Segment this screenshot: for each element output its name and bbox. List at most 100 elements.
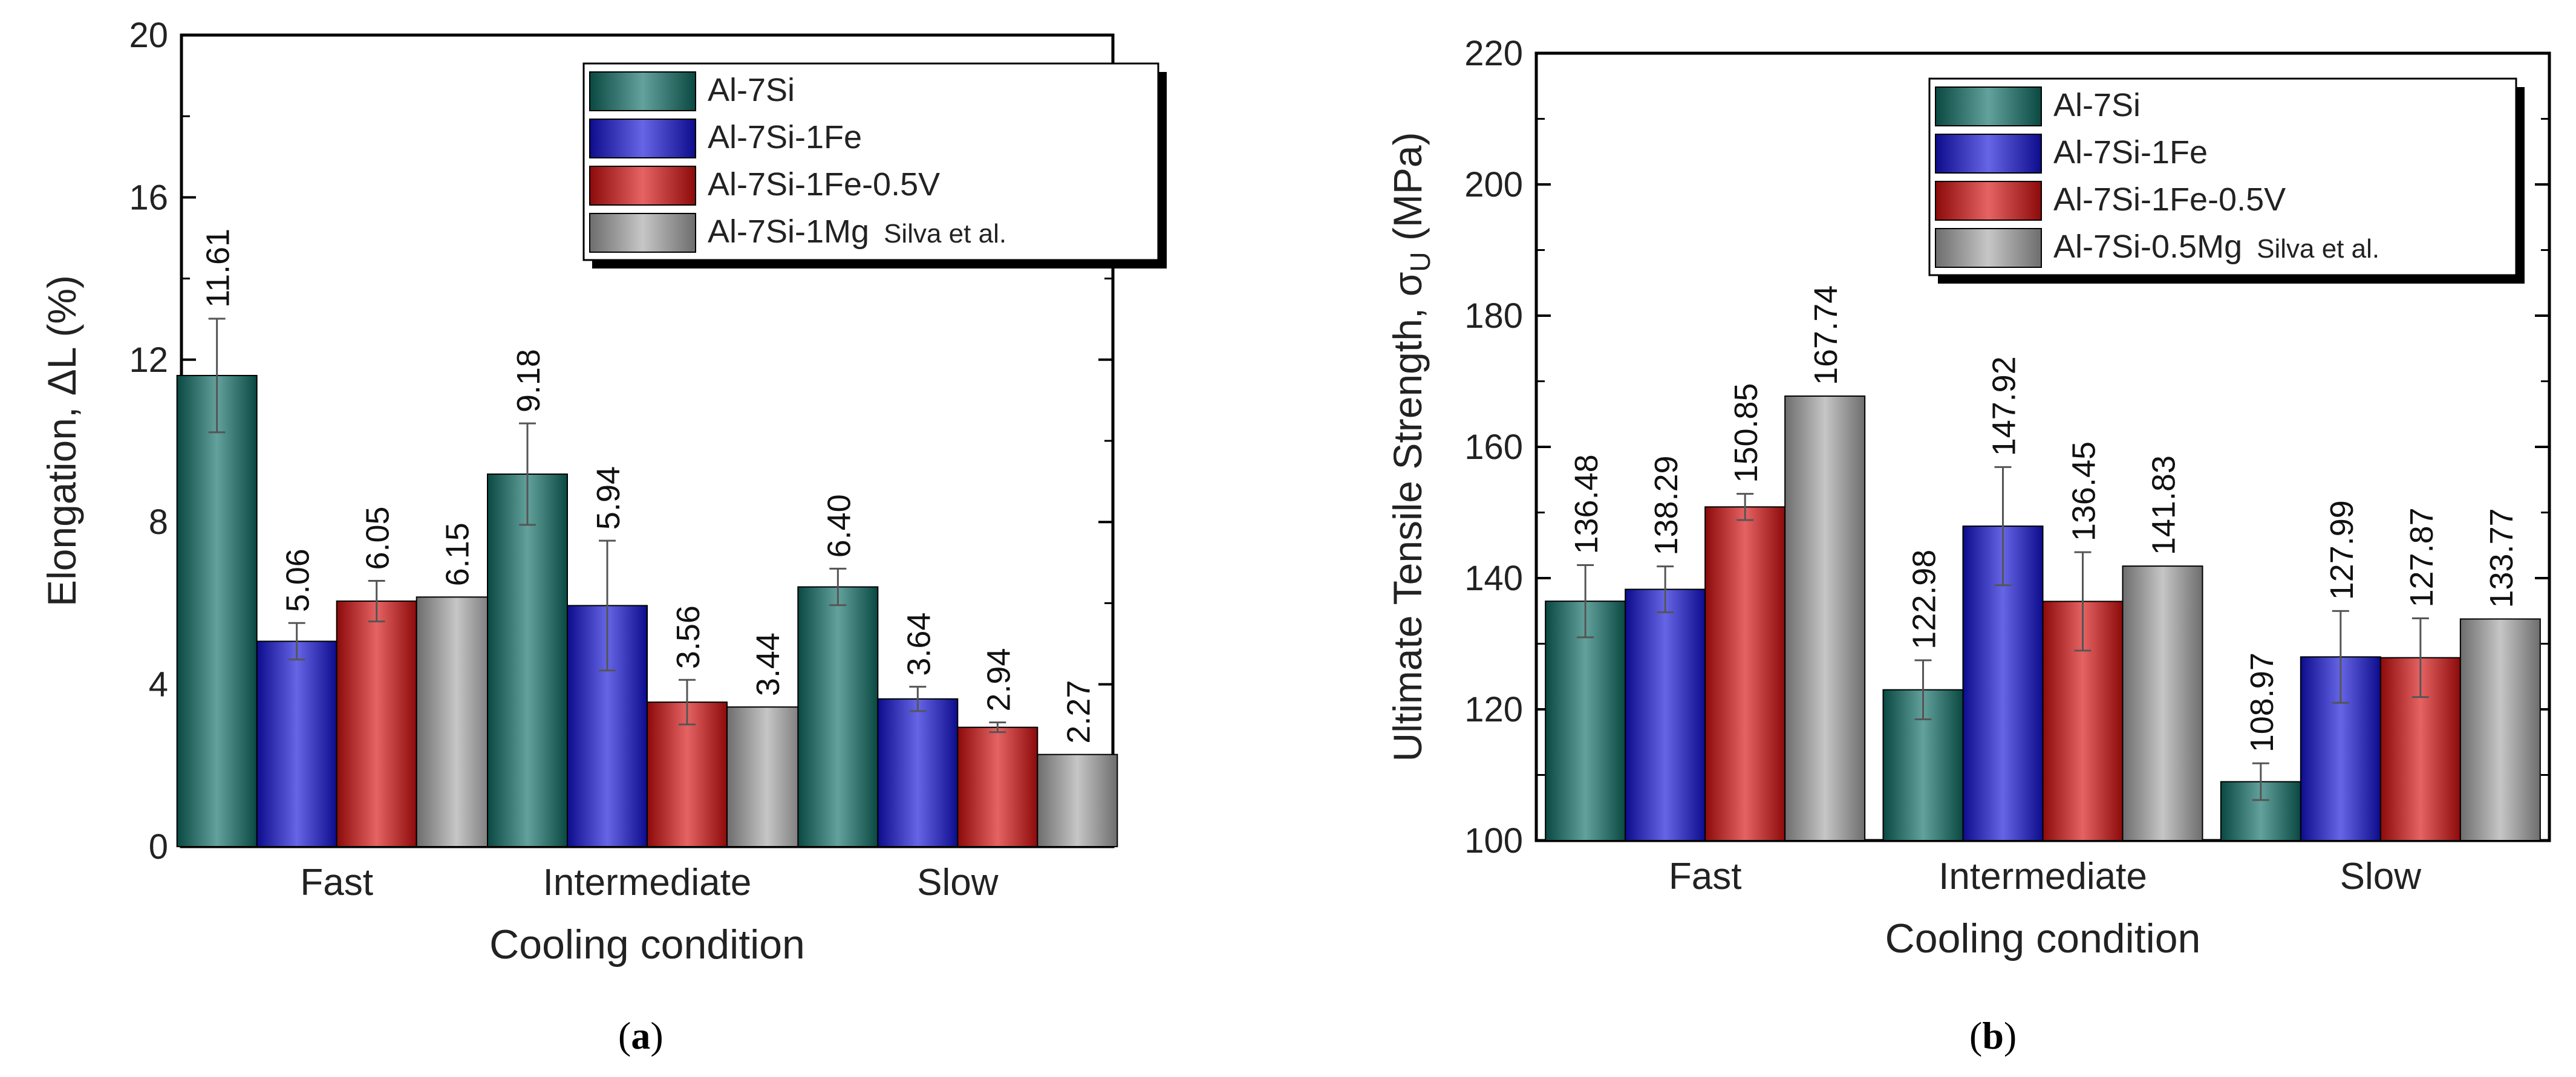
x-axis-title: Cooling condition xyxy=(1885,916,2201,961)
caption-b-open: ( xyxy=(1969,1014,1983,1057)
legend-label-suffix: Silva et al. xyxy=(884,219,1006,249)
x-tick-label: Intermediate xyxy=(543,862,752,903)
data-label: 141.83 xyxy=(2146,455,2182,555)
data-label: 133.77 xyxy=(2483,508,2520,608)
bar xyxy=(957,726,1039,847)
y-axis-title: Ultimate Tensile Strength, σU (MPa) xyxy=(1385,132,1436,761)
data-label: 6.05 xyxy=(360,506,396,570)
bar xyxy=(726,706,807,848)
y-axis-title: Elongation, ΔL (%) xyxy=(39,275,84,607)
caption-a-close: ) xyxy=(650,1014,664,1057)
y-tick-label: 200 xyxy=(1464,165,1523,204)
data-label: 5.94 xyxy=(590,466,627,530)
legend-label: Al-7Si-1Fe xyxy=(2053,134,2208,171)
bar xyxy=(647,701,728,848)
bar xyxy=(877,698,959,847)
data-label: 2.27 xyxy=(1060,680,1097,744)
data-label: 3.64 xyxy=(901,613,937,676)
data-label: 108.97 xyxy=(2244,652,2280,752)
x-tick-label: Intermediate xyxy=(1939,856,2147,897)
y-tick-label: 180 xyxy=(1464,296,1523,336)
legend-label: Al-7Si xyxy=(708,72,795,108)
caption-b-close: ) xyxy=(2003,1014,2017,1057)
y-axis-title-unit: (MPa) xyxy=(1385,132,1430,252)
bar xyxy=(1037,753,1118,847)
caption-b-letter: b xyxy=(1982,1014,2004,1057)
legend-swatch xyxy=(1935,86,2042,126)
legend-label-main: Al-7Si-1Fe xyxy=(2053,134,2208,171)
x-tick-label: Fast xyxy=(300,862,373,903)
legend-label-main: Al-7Si-1Mg xyxy=(708,213,869,250)
y-tick-label: 220 xyxy=(1464,34,1523,73)
legend-label-main: Al-7Si-0.5Mg xyxy=(2053,229,2242,265)
caption-a-letter: a xyxy=(631,1014,651,1057)
y-tick-label: 140 xyxy=(1464,559,1523,598)
bar xyxy=(487,473,568,847)
y-tick-label: 12 xyxy=(129,340,168,380)
legend-label: Al-7Si-0.5Mg Silva et al. xyxy=(2053,229,2379,265)
legend-label: Al-7Si xyxy=(2053,87,2141,123)
data-label: 6.15 xyxy=(440,522,476,586)
legend-label-main: Al-7Si-1Fe-0.5V xyxy=(2053,181,2286,218)
legend-label: Al-7Si-1Fe-0.5V xyxy=(2053,181,2286,218)
data-label: 5.06 xyxy=(280,548,316,612)
bar xyxy=(2122,565,2203,841)
legend-label: Al-7Si-1Mg Silva et al. xyxy=(708,213,1006,250)
bar xyxy=(416,596,497,848)
bar xyxy=(1704,506,1786,841)
legend-label-main: Al-7Si-1Fe xyxy=(708,119,862,155)
legend-swatch xyxy=(1935,181,2042,221)
y-tick-label: 8 xyxy=(149,503,168,542)
x-tick-label: Fast xyxy=(1669,856,1742,897)
legend-swatch xyxy=(589,213,696,253)
bar xyxy=(176,374,258,847)
x-tick-label: Slow xyxy=(917,862,999,903)
legend-label-main: Al-7Si xyxy=(708,72,795,108)
legend-swatch xyxy=(589,119,696,158)
legend-label: Al-7Si-1Fe xyxy=(708,119,862,155)
caption-b: (b) xyxy=(1969,1014,2017,1058)
y-tick-label: 160 xyxy=(1464,428,1523,467)
y-axis-title-main: Ultimate Tensile Strength, σ xyxy=(1385,272,1430,762)
legend-swatch xyxy=(1935,228,2042,268)
data-label: 127.99 xyxy=(2324,500,2360,600)
data-label: 11.61 xyxy=(200,229,236,308)
y-tick-label: 4 xyxy=(149,665,168,704)
legend-swatch xyxy=(589,71,696,111)
data-label: 2.94 xyxy=(980,648,1017,712)
legend-label-main: Al-7Si xyxy=(2053,87,2141,123)
y-tick-label: 100 xyxy=(1464,821,1523,861)
x-tick-label: Slow xyxy=(2340,856,2422,897)
data-label: 136.45 xyxy=(2066,441,2102,541)
data-label: 9.18 xyxy=(510,349,547,412)
legend-label-main: Al-7Si-1Fe-0.5V xyxy=(708,166,940,203)
chart-panel-b: 100 120 140 160 180 200 220 Fast 136.48 138.29 150… xyxy=(1385,34,2551,961)
bar xyxy=(256,640,337,847)
y-tick-label: 16 xyxy=(129,178,168,217)
y-tick-label: 0 xyxy=(149,827,168,867)
y-tick-label: 20 xyxy=(129,16,168,55)
data-label: 138.29 xyxy=(1648,455,1684,555)
data-label: 122.98 xyxy=(1906,550,1943,649)
data-label: 6.40 xyxy=(821,494,857,558)
data-label: 3.56 xyxy=(670,605,706,669)
y-tick-label: 120 xyxy=(1464,690,1523,729)
caption-a: (a) xyxy=(618,1014,664,1058)
legend-swatch xyxy=(1935,134,2042,174)
data-label: 167.74 xyxy=(1808,285,1844,385)
bar xyxy=(1625,588,1706,842)
legend-label: Al-7Si-1Fe-0.5V xyxy=(708,166,940,203)
data-label: 3.44 xyxy=(750,633,786,696)
data-label: 147.92 xyxy=(1986,356,2023,456)
bar xyxy=(336,600,417,847)
caption-a-open: ( xyxy=(618,1014,631,1057)
data-label: 127.87 xyxy=(2404,507,2440,607)
chart-panel-a: 0 4 8 12 16 20 Fast 11.61 5.06 6.05 6.15 Intermedia… xyxy=(39,16,1167,968)
legend-label-suffix: Silva et al. xyxy=(2257,234,2379,264)
bar xyxy=(2459,618,2541,842)
data-label: 150.85 xyxy=(1728,383,1764,483)
legend-swatch xyxy=(589,166,696,206)
y-axis-title-sub: U xyxy=(1404,252,1436,272)
data-label: 136.48 xyxy=(1568,454,1605,554)
